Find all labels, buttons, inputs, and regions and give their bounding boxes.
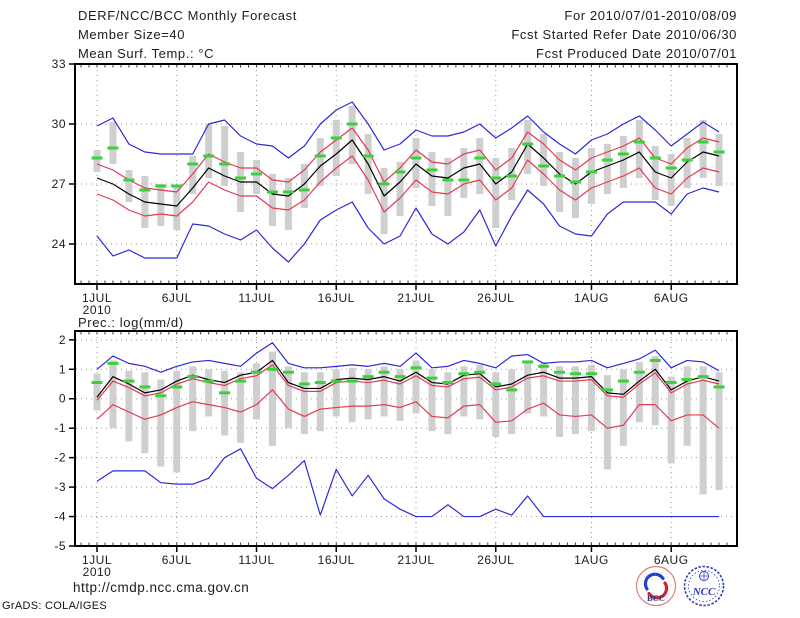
footer-url: http://cmdp.ncc.cma.gov.cn (73, 580, 250, 595)
bcc-logo: BCC (635, 565, 677, 607)
svg-text:6AUG: 6AUG (654, 291, 689, 305)
svg-text:6AUG: 6AUG (654, 553, 689, 567)
page-title: DERF/NCC/BCC Monthly Forecast (78, 8, 297, 23)
svg-text:30: 30 (52, 117, 66, 131)
svg-text:21JUL: 21JUL (397, 553, 434, 567)
svg-text:11JUL: 11JUL (238, 553, 274, 567)
produced-date-label: Fcst Produced Date 2010/07/01 (536, 46, 737, 61)
svg-text:26JUL: 26JUL (477, 291, 514, 305)
svg-text:-2: -2 (54, 451, 66, 465)
svg-text:1JUL: 1JUL (82, 553, 112, 567)
svg-text:1AUG: 1AUG (574, 553, 609, 567)
svg-text:-4: -4 (54, 510, 66, 524)
bcc-logo-label: BCC (647, 593, 665, 603)
svg-text:-3: -3 (54, 480, 66, 494)
refer-date-label: Fcst Started Refer Date 2010/06/30 (511, 27, 737, 42)
svg-text:2010: 2010 (83, 565, 112, 579)
svg-text:16JUL: 16JUL (318, 553, 355, 567)
svg-text:2: 2 (59, 333, 66, 347)
svg-text:1JUL: 1JUL (82, 291, 112, 305)
svg-text:6JUL: 6JUL (162, 553, 192, 567)
member-size-label: Member Size=40 (78, 27, 186, 42)
svg-text:27: 27 (52, 177, 66, 191)
precip-panel-title: Prec.: log(mm/d) (78, 315, 184, 330)
svg-text:1: 1 (59, 362, 66, 376)
grads-credit: GrADS: COLA/IGES (2, 600, 108, 612)
svg-text:21JUL: 21JUL (397, 291, 434, 305)
temp-panel-title: Mean Surf. Temp.: °C (78, 46, 215, 61)
svg-text:0: 0 (59, 392, 66, 406)
svg-text:2010: 2010 (83, 303, 112, 317)
svg-text:26JUL: 26JUL (477, 553, 514, 567)
footer-logos: BCC NCC (635, 565, 725, 607)
forecast-range-label: For 2010/07/01-2010/08/09 (564, 8, 737, 23)
svg-text:16JUL: 16JUL (318, 291, 355, 305)
svg-text:11JUL: 11JUL (238, 291, 274, 305)
svg-text:6JUL: 6JUL (162, 291, 192, 305)
svg-text:-1: -1 (54, 421, 66, 435)
svg-text:33: 33 (52, 57, 66, 71)
svg-text:-5: -5 (54, 539, 66, 553)
ncc-logo-label: NCC (692, 586, 716, 598)
svg-text:24: 24 (52, 237, 66, 251)
ncc-logo: NCC (683, 565, 725, 607)
svg-text:1AUG: 1AUG (574, 291, 609, 305)
